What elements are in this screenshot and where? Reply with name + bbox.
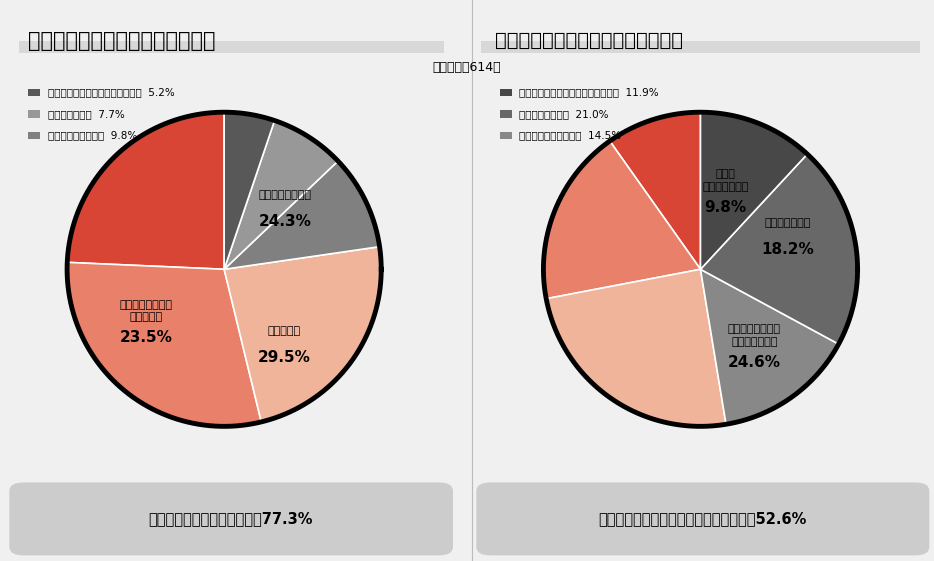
Text: リスクを感じる: リスクを感じる	[765, 218, 811, 228]
Text: どちらかといえばリスクを感じない  11.9%: どちらかといえばリスクを感じない 11.9%	[519, 88, 658, 98]
Text: 全く捨てづらくない  9.8%: 全く捨てづらくない 9.8%	[48, 130, 137, 140]
Text: どちらかといえば捨てづらくない  5.2%: どちらかといえば捨てづらくない 5.2%	[48, 88, 175, 98]
Text: リスクを感じない  21.0%: リスクを感じない 21.0%	[519, 109, 609, 119]
Wedge shape	[224, 247, 381, 422]
Wedge shape	[224, 112, 275, 269]
Text: 29.5%: 29.5%	[258, 350, 310, 365]
Text: 捨てづらくない  7.7%: 捨てづらくない 7.7%	[48, 109, 124, 119]
Wedge shape	[700, 154, 857, 344]
Wedge shape	[224, 161, 379, 269]
Text: どちらかといえば
リスクを感じる: どちらかといえば リスクを感じる	[728, 324, 781, 347]
Text: 18.2%: 18.2%	[761, 242, 814, 257]
Text: 捨てづらい: 捨てづらい	[267, 326, 301, 336]
Text: 全体集計：614人: 全体集計：614人	[432, 61, 502, 73]
Text: どちらかといえば
捨てづらい: どちらかといえば 捨てづらい	[120, 300, 173, 322]
Text: 全くリスクを感じない  14.5%: 全くリスクを感じない 14.5%	[519, 130, 621, 140]
Wedge shape	[544, 141, 700, 298]
Wedge shape	[700, 112, 807, 269]
Text: 年賀状は「捨てづらい派」が77.3%: 年賀状は「捨てづらい派」が77.3%	[149, 512, 313, 526]
Wedge shape	[67, 112, 224, 269]
Text: とても
リスクを感じる: とても リスクを感じる	[702, 169, 748, 192]
Text: 廃棄・保管時に「リスクを感じる派」は52.6%: 廃棄・保管時に「リスクを感じる派」は52.6%	[598, 512, 807, 526]
Text: 23.5%: 23.5%	[120, 330, 173, 345]
Wedge shape	[67, 263, 262, 426]
Text: 9.8%: 9.8%	[704, 200, 746, 215]
Text: 24.6%: 24.6%	[728, 355, 781, 370]
Text: 受け取った年賀状は捨てづらいか: 受け取った年賀状は捨てづらいか	[28, 31, 216, 51]
Wedge shape	[224, 121, 338, 269]
Wedge shape	[546, 269, 726, 426]
Text: とても捨てづらい: とても捨てづらい	[259, 190, 311, 200]
Wedge shape	[700, 269, 839, 424]
Wedge shape	[610, 112, 700, 269]
Text: 24.3%: 24.3%	[259, 214, 311, 229]
Text: 廃棄・保管時の個人情報漏洩リスク: 廃棄・保管時の個人情報漏洩リスク	[495, 31, 683, 50]
